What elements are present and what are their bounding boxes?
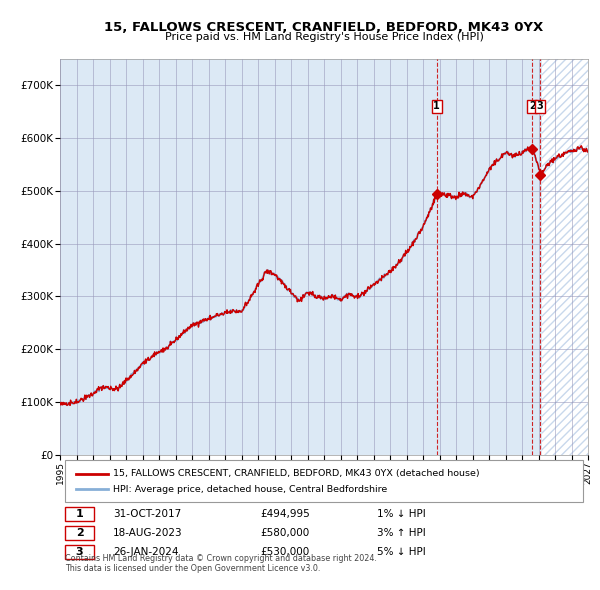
Text: Price paid vs. HM Land Registry's House Price Index (HPI): Price paid vs. HM Land Registry's House … xyxy=(164,32,484,42)
Text: £530,000: £530,000 xyxy=(260,548,310,557)
Text: £580,000: £580,000 xyxy=(260,528,310,538)
Text: 2: 2 xyxy=(529,101,536,112)
Text: 1% ↓ HPI: 1% ↓ HPI xyxy=(377,509,425,519)
Text: 5% ↓ HPI: 5% ↓ HPI xyxy=(377,548,425,557)
Text: 15, FALLOWS CRESCENT, CRANFIELD, BEDFORD, MK43 0YX: 15, FALLOWS CRESCENT, CRANFIELD, BEDFORD… xyxy=(104,21,544,34)
Text: 18-AUG-2023: 18-AUG-2023 xyxy=(113,528,182,538)
Text: 1: 1 xyxy=(433,101,440,112)
Text: 1: 1 xyxy=(76,509,83,519)
Text: HPI: Average price, detached house, Central Bedfordshire: HPI: Average price, detached house, Cent… xyxy=(113,485,387,494)
FancyBboxPatch shape xyxy=(65,460,583,502)
Text: £494,995: £494,995 xyxy=(260,509,310,519)
FancyBboxPatch shape xyxy=(65,526,94,540)
Text: Contains HM Land Registry data © Crown copyright and database right 2024.
This d: Contains HM Land Registry data © Crown c… xyxy=(65,554,377,573)
Text: 3: 3 xyxy=(536,101,543,112)
Text: 31-OCT-2017: 31-OCT-2017 xyxy=(113,509,181,519)
Text: 26-JAN-2024: 26-JAN-2024 xyxy=(113,548,178,557)
FancyBboxPatch shape xyxy=(65,507,94,521)
FancyBboxPatch shape xyxy=(65,545,94,559)
Text: 3: 3 xyxy=(76,548,83,557)
Text: 15, FALLOWS CRESCENT, CRANFIELD, BEDFORD, MK43 0YX (detached house): 15, FALLOWS CRESCENT, CRANFIELD, BEDFORD… xyxy=(113,469,479,478)
Text: 2: 2 xyxy=(76,528,83,538)
Text: 3% ↑ HPI: 3% ↑ HPI xyxy=(377,528,425,538)
